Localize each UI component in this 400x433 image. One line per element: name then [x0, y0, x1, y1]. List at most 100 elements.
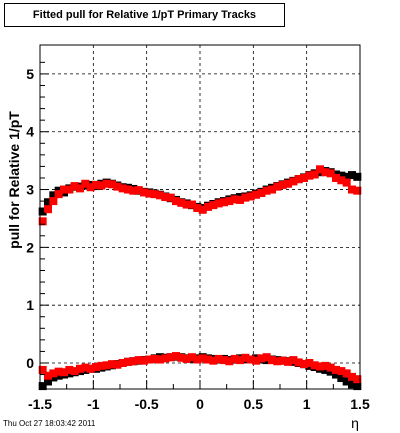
- red-data-point: [49, 369, 58, 378]
- red-data-point: [156, 355, 164, 364]
- red-data-point: [129, 186, 138, 195]
- red-data-point: [353, 186, 362, 195]
- red-data-point: [310, 361, 319, 370]
- red-data-point: [209, 201, 218, 210]
- red-data-point: [246, 192, 255, 201]
- x-tick-label: -1: [87, 396, 100, 412]
- red-data-point: [300, 173, 308, 182]
- red-data-point: [166, 193, 175, 202]
- red-data-point: [198, 205, 207, 214]
- red-data-point: [214, 354, 223, 363]
- red-data-point: [273, 182, 282, 191]
- red-data-point: [70, 367, 79, 376]
- red-data-point: [81, 179, 90, 188]
- red-data-point: [76, 364, 84, 373]
- y-tick-label: 5: [26, 66, 34, 82]
- black-data-point: [348, 171, 356, 180]
- red-data-point: [188, 200, 196, 209]
- black-data-point: [353, 382, 362, 391]
- y-axis-title: pull for Relative 1/pT: [6, 111, 22, 249]
- red-data-point: [44, 371, 52, 380]
- black-data-point: [348, 380, 356, 389]
- red-data-point: [220, 198, 228, 207]
- red-data-point: [161, 193, 170, 202]
- x-tick-label: -0.5: [135, 396, 159, 412]
- red-data-point: [262, 353, 271, 362]
- red-data-point: [124, 185, 132, 194]
- x-tick-label: 1: [303, 396, 311, 412]
- black-data-point: [38, 382, 47, 391]
- black-data-point: [44, 377, 52, 386]
- red-data-point: [289, 177, 298, 186]
- red-data-point: [214, 199, 223, 208]
- y-tick-label: 0: [26, 355, 34, 371]
- red-data-point: [268, 356, 276, 365]
- red-data-point: [193, 355, 202, 364]
- red-data-point: [113, 182, 122, 191]
- red-data-point: [257, 189, 266, 198]
- red-data-point: [86, 364, 95, 373]
- red-data-point: [342, 369, 351, 378]
- black-data-point: [44, 198, 52, 207]
- red-data-point: [118, 358, 127, 367]
- red-data-point: [70, 182, 79, 191]
- red-data-point: [172, 197, 180, 206]
- black-data-point: [49, 191, 58, 200]
- red-data-point: [108, 180, 116, 189]
- red-data-point: [92, 180, 100, 189]
- red-data-point: [284, 357, 292, 366]
- plot-frame: [39, 44, 361, 390]
- red-data-point: [305, 358, 314, 367]
- red-data-point: [150, 190, 159, 199]
- chart-title: Fitted pull for Relative 1/pT Primary Tr…: [4, 3, 285, 27]
- red-data-point: [348, 185, 356, 194]
- red-data-point: [289, 356, 298, 365]
- black-data-point: [337, 171, 346, 180]
- red-data-point: [198, 354, 207, 363]
- black-data-point: [49, 373, 58, 382]
- red-data-point: [337, 176, 346, 185]
- red-data-point: [230, 195, 239, 204]
- y-tick-label: 4: [26, 124, 34, 140]
- red-data-point: [177, 353, 186, 362]
- red-data-point: [209, 356, 218, 365]
- red-data-point: [316, 165, 324, 174]
- y-tick-label: 3: [26, 182, 34, 198]
- red-data-point: [92, 363, 100, 372]
- red-data-point: [182, 200, 191, 209]
- red-data-point: [156, 191, 164, 200]
- red-data-point: [140, 188, 148, 197]
- red-data-point: [102, 179, 111, 188]
- red-data-point: [236, 195, 244, 204]
- red-data-point: [278, 356, 287, 365]
- red-data-point: [310, 170, 319, 179]
- red-data-point: [252, 356, 260, 365]
- black-data-point: [342, 172, 351, 181]
- red-data-point: [294, 175, 303, 184]
- red-data-point: [230, 354, 239, 363]
- red-data-point: [38, 217, 47, 226]
- red-data-point: [225, 197, 234, 206]
- x-tick-label: -1.5: [28, 396, 52, 412]
- red-data-point: [305, 171, 314, 180]
- red-data-point: [161, 354, 170, 363]
- red-data-point: [134, 356, 143, 365]
- red-data-point: [81, 363, 90, 372]
- red-data-point: [49, 197, 58, 206]
- red-data-point: [278, 180, 287, 189]
- axis-ticks: -1.5 -1 -0.5 0 0.5 1 1.5 0 1 2 3 4 5: [26, 61, 370, 412]
- red-data-point: [246, 355, 255, 364]
- red-data-point: [337, 367, 346, 376]
- black-data-point: [38, 207, 47, 216]
- red-data-point: [182, 354, 191, 363]
- red-data-point: [225, 357, 234, 366]
- red-data-point: [326, 169, 335, 178]
- red-data-point: [326, 363, 335, 372]
- red-data-point: [273, 357, 282, 366]
- red-data-point: [252, 190, 260, 199]
- y-tick-label: 1: [26, 297, 34, 313]
- red-data-point: [44, 205, 52, 214]
- red-data-point: [86, 183, 95, 192]
- x-tick-label: 1.5: [350, 396, 370, 412]
- red-data-point: [353, 375, 362, 384]
